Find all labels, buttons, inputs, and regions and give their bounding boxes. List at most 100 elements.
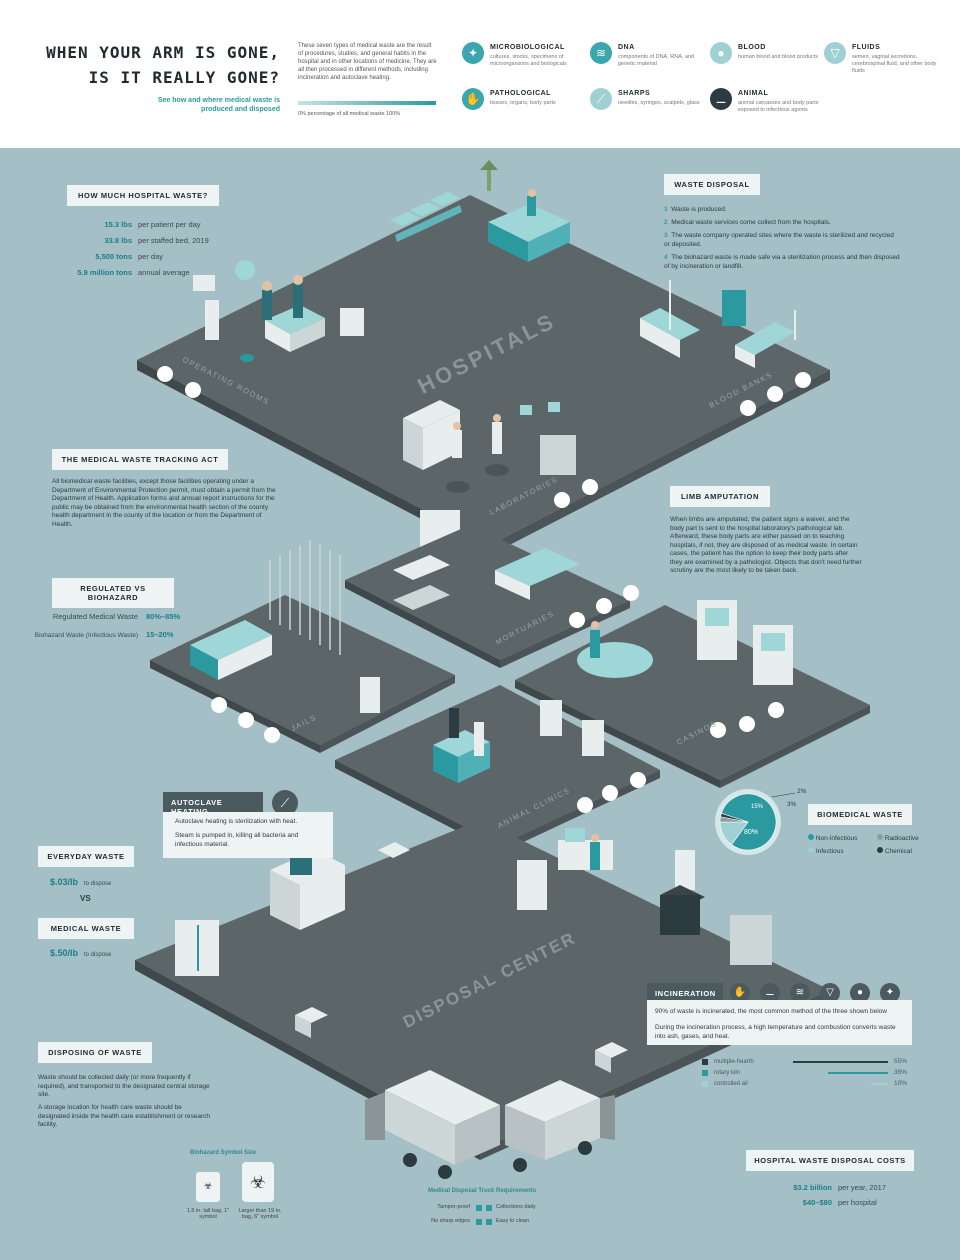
syringe-icon: ⟋ bbox=[272, 790, 298, 816]
tracking-act-heading: THE MEDICAL WASTE TRACKING ACT bbox=[52, 449, 228, 470]
truck-req-marker bbox=[486, 1205, 492, 1211]
pie-legend-radioactive: Radioactive bbox=[877, 834, 919, 844]
truck-req-3: No sharp edges bbox=[431, 1218, 470, 1224]
fluid-icon: ▽ bbox=[820, 983, 840, 1003]
arm-icon: ✋ bbox=[730, 983, 750, 1003]
everyday-waste-heading: EVERYDAY WASTE bbox=[38, 846, 134, 867]
incineration-method-swatch bbox=[702, 1081, 708, 1087]
surgical-lamp bbox=[235, 260, 255, 280]
hospital-waste-stat-3: 5,500 tons per day bbox=[95, 252, 164, 261]
incineration-method-value: 35% bbox=[894, 1069, 908, 1076]
blood-drop-icon: ● bbox=[850, 983, 870, 1003]
disposing-paragraph-1: Waste should be collected daily (or more… bbox=[38, 1074, 210, 1098]
truck-requirements-heading: Medical Disposal Truck Requirements bbox=[428, 1188, 537, 1194]
pie-label-radioactive: 3% bbox=[787, 801, 797, 808]
biomedical-waste-heading: BIOMEDICAL WASTE bbox=[808, 804, 912, 825]
blood-bank-beds bbox=[640, 280, 796, 368]
biohazard-small-caption: 1.5 in. tall bag, 1" symbol bbox=[186, 1208, 230, 1220]
monitor-stand bbox=[205, 300, 219, 340]
autoclave-line-1: Autoclave heating is sterilization with … bbox=[175, 818, 298, 825]
intro-text: These seven types of medical waste are t… bbox=[298, 43, 437, 81]
pie-label-infectious: 15% bbox=[751, 804, 764, 810]
waste-disposal-step-3: 3 The waste company operated sites where… bbox=[664, 232, 894, 248]
lab-shelves bbox=[403, 400, 576, 493]
percentage-legend-bar bbox=[298, 101, 436, 105]
autoclave-panel bbox=[163, 812, 333, 858]
regulated-row-1: Regulated Medical Waste 80%–85% bbox=[52, 612, 181, 621]
supply-cabinet bbox=[340, 308, 364, 336]
limb-amputation-text: When limbs are amputated, the patient si… bbox=[670, 516, 862, 574]
microbe-icon: ✦ bbox=[462, 42, 484, 64]
truck-req-4: Easy to clean bbox=[496, 1218, 530, 1224]
page-title: WHEN YOUR ARM IS GONE, IS IT REALLY GONE… bbox=[30, 40, 280, 90]
waste-disposal-step-2: 2 Medical waste services come collect fr… bbox=[664, 219, 831, 226]
incineration-method-label: controlled air bbox=[714, 1081, 749, 1087]
biohazard-icon: ☣ bbox=[196, 1172, 220, 1202]
pie-label-chemical: 2% bbox=[797, 788, 807, 795]
incineration-method-label: multiple-hearth bbox=[714, 1059, 754, 1065]
title-line-2: IS IT REALLY GONE? bbox=[88, 68, 280, 87]
biohazard-symbol-heading: Biohazard Symbol Size bbox=[190, 1150, 257, 1156]
monitor-screen bbox=[193, 275, 215, 291]
incineration-method-bar bbox=[870, 1083, 888, 1085]
incineration-panel bbox=[647, 1000, 912, 1045]
jails-floor bbox=[150, 540, 455, 753]
floor-category-markers bbox=[157, 366, 811, 813]
everyday-waste-cost: $.03/lb to dispose bbox=[50, 877, 112, 887]
hospital-waste-stat-4: 5.9 million tons annual average bbox=[77, 268, 190, 277]
autoclave-line-2: Steam is pumped in, killing all bacteria… bbox=[175, 832, 299, 848]
percentage-legend-label: 0% percentage of all medical waste 100% bbox=[298, 111, 401, 117]
incineration-heading: INCINERATION bbox=[647, 983, 723, 1004]
disposing-heading: DISPOSING OF WASTE bbox=[38, 1042, 152, 1063]
disposing-paragraph-2: A storage location for health care waste… bbox=[38, 1104, 210, 1128]
incineration-method-swatch bbox=[702, 1059, 708, 1065]
costs-row-2: $40–$80 per hospital bbox=[802, 1198, 877, 1207]
biohazard-large-caption: Larger than 19 in. bag, 6" symbol bbox=[238, 1208, 282, 1220]
pie-label-non-infectious: 80% bbox=[744, 829, 758, 836]
biohazard-icon: ☣ bbox=[242, 1162, 274, 1202]
waste-disposal-heading: WASTE DISPOSAL bbox=[664, 174, 760, 195]
incineration-method-value: 10% bbox=[894, 1080, 908, 1087]
disposal-trucks bbox=[365, 1070, 615, 1179]
medical-waste-heading: MEDICAL WASTE bbox=[38, 918, 134, 939]
incineration-text-1: 90% of waste is incinerated, the most co… bbox=[655, 1008, 887, 1015]
pie-legend-non-infectious: Non-infectious bbox=[808, 834, 857, 844]
fluid-icon: ▽ bbox=[824, 42, 846, 64]
costs-row-1: $3.2 billion per year, 2017 bbox=[793, 1183, 886, 1192]
hospital-waste-stat-2: 33.8 lbs per staffed bed, 2019 bbox=[104, 236, 209, 245]
vs-label: VS bbox=[80, 894, 91, 903]
hospitals-floor bbox=[137, 195, 830, 555]
page-subtitle: See how and where medical waste is produ… bbox=[157, 97, 280, 113]
incineration-method-value: 55% bbox=[894, 1058, 908, 1065]
plant bbox=[487, 165, 491, 191]
syringe-icon: ⟋ bbox=[590, 88, 612, 110]
regulated-heading: REGULATED VS BIOHAZARD bbox=[52, 578, 174, 608]
mortuaries-floor bbox=[345, 525, 630, 668]
arm-icon: ✋ bbox=[462, 88, 484, 110]
pie-slice-chemical bbox=[720, 812, 749, 823]
microbe-icon: ✦ bbox=[880, 983, 900, 1003]
blood-drop-icon: ● bbox=[710, 42, 732, 64]
costs-heading: HOSPITAL WASTE DISPOSAL COSTS bbox=[746, 1150, 914, 1171]
incineration-method-label: rotary kiln bbox=[714, 1070, 741, 1076]
incineration-text-2: During the incineration process, a high … bbox=[655, 1024, 896, 1040]
pie-legend-infectious: Infectious bbox=[808, 847, 844, 857]
plant-leaves bbox=[480, 160, 498, 170]
medical-waste-cost: $.50/lb to dispose bbox=[50, 948, 112, 958]
hospital-waste-stat-1: 15.3 lbs per patient per day bbox=[104, 220, 201, 229]
incineration-method-swatch bbox=[702, 1070, 708, 1076]
bone-icon: ⚊ bbox=[760, 983, 780, 1003]
hospital-waste-heading: HOW MUCH HOSPITAL WASTE? bbox=[67, 185, 219, 206]
dna-icon: ≋ bbox=[590, 42, 612, 64]
stool bbox=[240, 354, 254, 362]
waste-disposal-step-1: 1 Waste is produced. bbox=[664, 206, 727, 213]
dna-icon: ≋ bbox=[790, 983, 810, 1003]
truck-req-marker bbox=[486, 1219, 492, 1225]
incineration-method-bar bbox=[793, 1061, 888, 1063]
waste-disposal-step-4: 4 The biohazard waste is made safe via a… bbox=[664, 254, 900, 270]
truck-req-1: Tamper-proof bbox=[437, 1204, 470, 1210]
title-line-1: WHEN YOUR ARM IS GONE, bbox=[46, 43, 280, 62]
waiting-chairs bbox=[390, 192, 462, 242]
